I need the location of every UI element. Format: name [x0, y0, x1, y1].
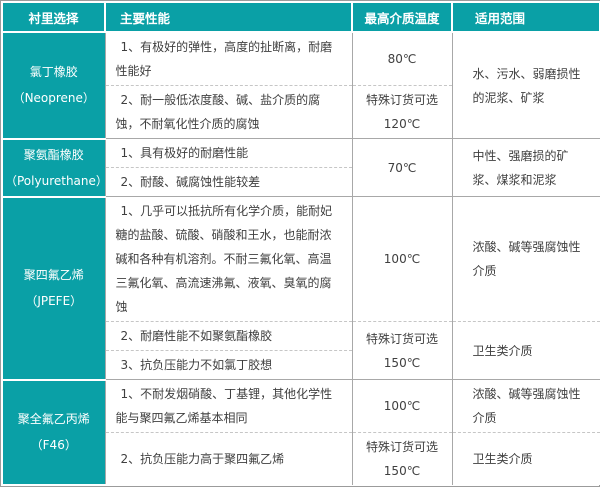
temperature-cell: 特殊订货可选 150℃	[351, 321, 453, 380]
header-lining-selection: 衬里选择	[1, 1, 106, 33]
table-row: 聚氨酯橡胶 （Polyurethane） 1、具有极好的耐磨性能 70℃ 中性、…	[1, 137, 600, 198]
table-row: 3、抗负压能力不如氯丁胶想	[2, 350, 600, 380]
material-cell-f46: 聚全氟乙丙烯 （F46）	[1, 378, 106, 486]
application-cell: 浓酸、碱等强腐蚀性介质	[451, 379, 600, 433]
table-row: 聚全氟乙丙烯 （F46） 1、不耐发烟硝酸、丁基锂，其他化学性能与聚四氟乙烯基本…	[1, 378, 600, 486]
performance-cell: 1、几乎可以抵抗所有化学介质，能耐妃糖的盐酸、硫酸、硝酸和王水，也能耐浓碱和各种…	[104, 196, 353, 322]
temperature-cell: 70℃	[351, 138, 453, 197]
table-row: 2、耐一般低浓度酸、碱、盐介质的腐蚀，不耐氧化性介质的腐蚀 特殊订货可选 120…	[2, 85, 600, 139]
material-name: 聚全氟乙丙烯	[17, 412, 90, 427]
temperature-cell: 100℃	[351, 379, 453, 433]
material-cell-polyurethane: 聚氨酯橡胶 （Polyurethane）	[1, 137, 108, 198]
application-cell: 卫生类介质	[451, 432, 600, 485]
performance-cell: 2、耐酸、碱腐蚀性能较差	[104, 167, 353, 197]
performance-cell: 3、抗负压能力不如氯丁胶想	[104, 350, 353, 380]
temperature-value: 150℃	[383, 464, 421, 478]
performance-cell: 1、具有极好的耐磨性能	[104, 138, 353, 168]
header-main-performance: 主要性能	[104, 1, 353, 33]
temperature-note: 特殊订货可选	[365, 93, 438, 107]
application-cell: 卫生类介质	[451, 321, 600, 380]
temperature-cell: 80℃	[351, 31, 453, 86]
application-cell: 水、污水、弱磨损性的泥浆、矿浆	[451, 31, 600, 139]
header-row: 衬里选择 主要性能 最高介质温度 适用范围	[1, 1, 600, 33]
table-row: 2、耐酸、碱腐蚀性能较差	[2, 167, 600, 197]
temperature-note: 特殊订货可选	[365, 331, 438, 346]
material-cell-jpefe: 聚四氟乙烯 （JPEFE）	[1, 195, 106, 381]
performance-cell: 1、有极好的弹性，高度的扯断离，耐磨性能好	[104, 31, 353, 86]
material-name-en: （Polyurethane）	[5, 173, 108, 188]
performance-cell: 2、耐一般低浓度酸、碱、盐介质的腐蚀，不耐氧化性介质的腐蚀	[104, 85, 353, 139]
header-max-temperature: 最高介质温度	[351, 1, 453, 33]
temperature-note: 特殊订货可选	[365, 440, 438, 454]
header-applicable-range: 适用范围	[451, 1, 600, 33]
performance-cell: 1、不耐发烟硝酸、丁基锂，其他化学性能与聚四氟乙烯基本相同	[104, 379, 353, 433]
performance-cell: 2、抗负压能力高于聚四氟乙烯	[104, 432, 353, 485]
temperature-value: 150℃	[383, 355, 421, 370]
material-name-en: （F46）	[30, 438, 77, 453]
application-cell: 浓酸、碱等强腐蚀性介质	[451, 196, 600, 322]
temperature-cell: 100℃	[351, 196, 453, 322]
application-cell: 中性、强磨损的矿浆、煤浆和泥浆	[451, 138, 600, 197]
material-cell-neoprene: 氯丁橡胶 （Neoprene）	[1, 31, 106, 140]
table-row: 2、耐磨性能不如聚氨酯橡胶 特殊订货可选 150℃ 卫生类介质	[2, 321, 600, 380]
material-name: 聚氨酯橡胶	[23, 147, 84, 162]
temperature-cell: 特殊订货可选 150℃	[351, 432, 453, 485]
material-name-en: （Neoprene）	[12, 91, 95, 106]
material-name: 聚四氟乙烯	[23, 268, 84, 282]
material-name: 氯丁橡胶	[29, 65, 78, 80]
temperature-cell: 特殊订货可选 120℃	[351, 85, 453, 139]
material-name-en: （JPEFE）	[25, 294, 83, 308]
table-row: 聚四氟乙烯 （JPEFE） 1、几乎可以抵抗所有化学介质，能耐妃糖的盐酸、硫酸、…	[1, 195, 600, 381]
temperature-value: 120℃	[383, 117, 421, 131]
table-row: 氯丁橡胶 （Neoprene） 1、有极好的弹性，高度的扯断离，耐磨性能好 80…	[1, 31, 600, 140]
performance-cell: 2、耐磨性能不如聚氨酯橡胶	[104, 321, 353, 351]
